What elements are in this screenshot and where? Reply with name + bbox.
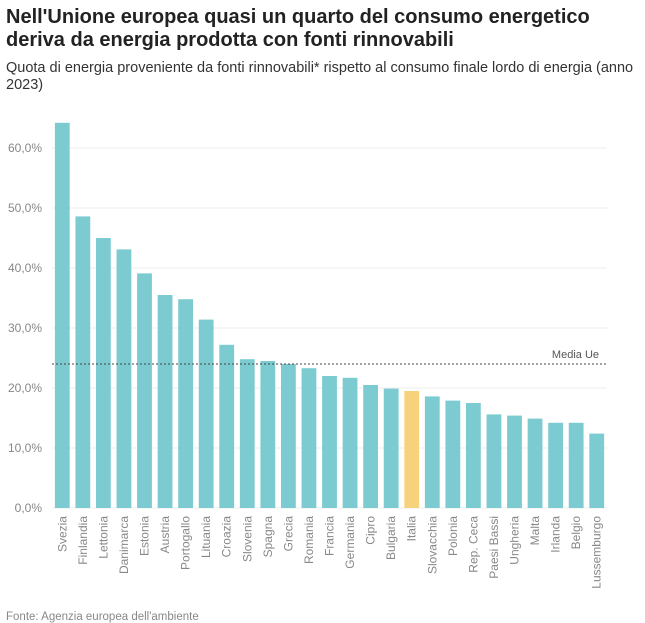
y-tick-label: 20,0% (8, 381, 42, 395)
bar-danimarca (116, 249, 132, 508)
bar-polonia (445, 400, 461, 508)
x-category-label: Lituania (199, 516, 213, 558)
x-category-label: Romania (302, 516, 316, 564)
x-category-label: Austria (158, 516, 172, 554)
x-category-label: Danimarca (117, 516, 131, 574)
bar-grecia (280, 364, 296, 508)
bar-slovacchia (424, 396, 440, 508)
x-category-label: Estonia (138, 516, 152, 556)
y-tick-label: 30,0% (8, 321, 42, 335)
x-category-label: Slovacchia (425, 516, 439, 574)
bar-belgio (568, 422, 584, 508)
x-category-label: Slovenia (240, 516, 254, 562)
x-category-label: Bulgaria (384, 516, 398, 560)
x-category-label: Paesi Bassi (487, 516, 501, 579)
x-category-label: Portogallo (179, 516, 193, 570)
bar-lettonia (95, 238, 111, 508)
average-label: Media Ue (552, 349, 599, 361)
bar-chart: 0,0% 10,0% 20,0% 30,0% 40,0% 50,0% 60,0% Media… (8, 122, 607, 589)
y-tick-label: 60,0% (8, 141, 42, 155)
x-category-label: Croazia (220, 516, 234, 558)
x-category-label: Belgio (569, 516, 583, 550)
x-category-label: Francia (323, 516, 337, 556)
bar-lituania (198, 319, 214, 508)
x-category-label: Irlanda (549, 516, 563, 553)
x-category-label: Italia (405, 516, 419, 542)
x-category-label: Svezia (55, 516, 69, 552)
x-category-label: Malta (528, 516, 542, 546)
chart-title: Nell'Unione europea quasi un quarto del … (6, 6, 590, 51)
x-category-label: Grecia (281, 516, 295, 552)
y-axis-ticks: 0,0% 10,0% 20,0% 30,0% 40,0% 50,0% 60,0% (8, 141, 42, 515)
bar-portogallo (178, 299, 194, 508)
y-tick-label: 50,0% (8, 201, 42, 215)
x-category-label: Lettonia (96, 516, 110, 559)
y-tick-label: 40,0% (8, 261, 42, 275)
y-tick-label: 0,0% (15, 501, 43, 515)
bar-rep-ceca (465, 403, 481, 508)
x-category-label: Spagna (261, 516, 275, 558)
bar-estonia (137, 273, 152, 508)
x-category-label: Rep. Ceca (466, 516, 480, 573)
x-category-label: Ungheria (508, 516, 522, 565)
y-tick-label: 10,0% (8, 441, 42, 455)
bar-paesi-bassi (486, 414, 502, 508)
source-note: Fonte: Agenzia europea dell'ambiente (6, 611, 199, 623)
bar-malta (527, 418, 543, 508)
bar-romania (301, 368, 317, 508)
bar-svezia (54, 122, 70, 509)
x-category-label: Cipro (364, 516, 378, 545)
bars (54, 122, 605, 509)
chart-subtitle: Quota di energia proveniente da fonti ri… (6, 60, 634, 93)
x-category-label: Finlandia (76, 516, 90, 565)
bar-slovenia (239, 359, 255, 508)
bar-croazia (219, 344, 235, 508)
bar-lussemburgo (589, 433, 605, 508)
average-reference: Media Ue (52, 349, 607, 365)
x-axis-labels: Svezia Finlandia Lettonia Danimarca Estonia A… (55, 516, 603, 589)
bar-ungheria (507, 415, 522, 508)
bar-germania (342, 377, 358, 508)
bar-italia (404, 391, 420, 508)
bar-austria (157, 295, 173, 508)
x-category-label: Lussemburgo (590, 516, 604, 589)
bar-spagna (260, 361, 276, 508)
bar-finlandia (75, 216, 91, 508)
bar-bulgaria (383, 388, 399, 508)
bar-cipro (363, 385, 379, 508)
bar-irlanda (548, 422, 564, 508)
x-category-label: Polonia (446, 516, 460, 556)
bar-francia (322, 376, 337, 508)
x-category-label: Germania (343, 516, 357, 569)
